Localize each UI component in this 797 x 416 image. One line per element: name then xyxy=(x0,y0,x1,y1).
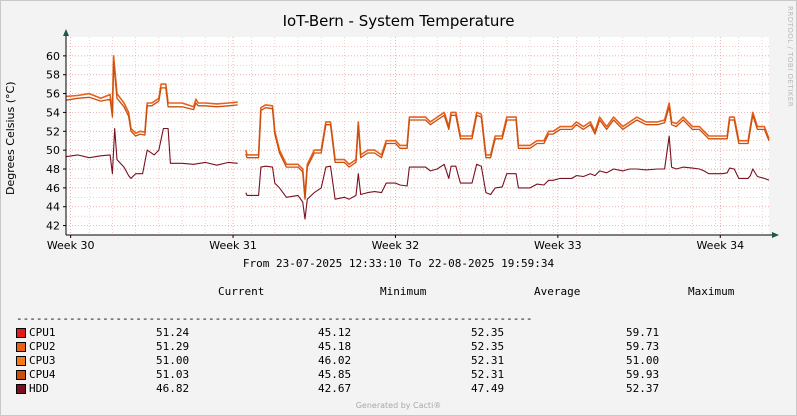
generated-by: Generated by Cacti® xyxy=(355,401,442,410)
legend-value-maximum: 59.93 xyxy=(626,368,660,381)
y-tick-label: 44 xyxy=(46,201,60,214)
series-line-hdd-2 xyxy=(65,127,770,220)
y-axis-arrow xyxy=(63,29,69,36)
legend-swatch xyxy=(16,356,26,366)
x-tick-label: Week 31 xyxy=(209,239,257,252)
legend-value-average: 52.35 xyxy=(471,326,505,339)
y-tick-label: 60 xyxy=(46,50,60,63)
legend-value-average: 52.31 xyxy=(471,354,505,367)
legend-name: CPU1 xyxy=(29,326,56,339)
x-tick-label: Week 34 xyxy=(696,239,744,252)
x-tick-label: Week 30 xyxy=(47,239,95,252)
legend-value-average: 52.35 xyxy=(471,340,505,353)
legend-value-current: 51.00 xyxy=(156,354,190,367)
legend-header-average: Average xyxy=(534,285,581,298)
legend-value-current: 51.03 xyxy=(156,368,190,381)
time-period: From 23-07-2025 12:33:10 To 22-08-2025 1… xyxy=(242,257,555,270)
legend-value-maximum: 59.71 xyxy=(626,326,660,339)
legend-value-minimum: 46.02 xyxy=(318,354,352,367)
legend-header-current: Current xyxy=(218,285,265,298)
x-axis-ticks: Week 30 Week 31 Week 32 Week 33 Week 34 xyxy=(47,235,744,252)
legend-row-cpu1: CPU1 51.24 45.12 52.35 59.71 xyxy=(16,326,776,339)
legend-row-cpu3: CPU3 51.00 46.02 52.31 51.00 xyxy=(16,354,776,367)
legend-value-average: 47.49 xyxy=(471,382,505,395)
grid-lines xyxy=(65,37,769,235)
legend-swatch xyxy=(16,384,26,394)
series-line-cpu-1 xyxy=(65,61,770,200)
y-tick-label: 56 xyxy=(46,88,60,101)
legend-swatch xyxy=(16,370,26,380)
plot-area xyxy=(66,37,769,235)
legend-header-minimum: Minimum xyxy=(380,285,427,298)
legend-name: CPU4 xyxy=(29,368,56,381)
y-tick-label: 52 xyxy=(46,125,60,138)
legend-value-current: 46.82 xyxy=(156,382,190,395)
legend-swatch xyxy=(16,342,26,352)
legend-value-average: 52.31 xyxy=(471,368,505,381)
legend-value-maximum: 52.37 xyxy=(626,382,660,395)
y-tick-label: 54 xyxy=(46,106,60,119)
legend-row-cpu4: CPU4 51.03 45.85 52.31 59.93 xyxy=(16,368,776,381)
series-lines xyxy=(65,55,770,220)
x-tick-label: Week 33 xyxy=(534,239,582,252)
x-tick-label: Week 32 xyxy=(372,239,420,252)
y-tick-label: 48 xyxy=(46,163,60,176)
y-tick-label: 42 xyxy=(46,220,60,233)
y-tick-label: 50 xyxy=(46,144,60,157)
x-axis-arrow xyxy=(772,232,779,238)
legend-value-maximum: 51.00 xyxy=(626,354,660,367)
legend-value-maximum: 59.73 xyxy=(626,340,660,353)
y-axis-ticks: 42 44 46 48 50 52 54 56 58 60 xyxy=(46,50,66,233)
y-tick-label: 46 xyxy=(46,182,60,195)
legend-value-current: 51.29 xyxy=(156,340,190,353)
legend-value-minimum: 42.67 xyxy=(318,382,352,395)
rrdtool-watermark: RRDTOOL / TOBI OETIKER xyxy=(786,6,794,108)
legend-swatch xyxy=(16,328,26,338)
y-tick-label: 58 xyxy=(46,69,60,82)
legend-name: CPU2 xyxy=(29,340,56,353)
legend-header-maximum: Maximum xyxy=(688,285,735,298)
legend-value-minimum: 45.18 xyxy=(318,340,352,353)
legend-row-cpu2: CPU2 51.29 45.18 52.35 59.73 xyxy=(16,340,776,353)
legend-name: HDD xyxy=(29,382,49,395)
legend-value-minimum: 45.12 xyxy=(318,326,352,339)
legend-value-minimum: 45.85 xyxy=(318,368,352,381)
legend-name: CPU3 xyxy=(29,354,56,367)
legend-value-current: 51.24 xyxy=(156,326,190,339)
chart-title: IoT-Bern - System Temperature xyxy=(282,12,515,30)
legend-rule: ----------------------------------------… xyxy=(16,312,533,325)
legend-row-hdd: HDD 46.82 42.67 47.49 52.37 xyxy=(16,382,776,395)
